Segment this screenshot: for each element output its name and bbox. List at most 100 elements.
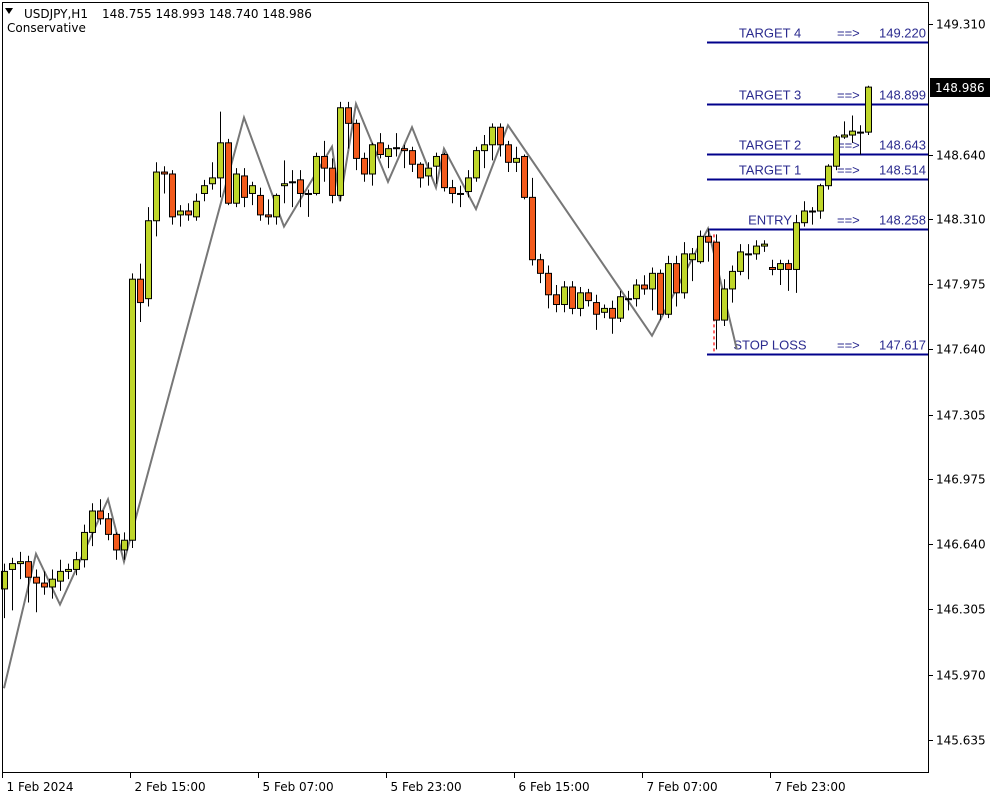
candle-body (817, 185, 824, 212)
candle (89, 503, 96, 547)
level-target-2: TARGET 2 ==> 148.643 (707, 138, 928, 156)
candle (161, 166, 168, 194)
candle-body (441, 154, 448, 189)
ohlc-readout: 148.755 148.993 148.740 148.986 (102, 7, 312, 21)
candle (169, 170, 176, 225)
level-arrow: ==> (837, 338, 860, 353)
candle-body (753, 245, 760, 255)
current-price-text: 148.986 (935, 81, 985, 95)
candle (113, 532, 120, 560)
candle (105, 512, 112, 541)
candle (289, 170, 296, 208)
candle (257, 187, 264, 221)
candle (441, 152, 448, 192)
candle-body (609, 307, 616, 319)
time-tick-label: 5 Feb 07:00 (263, 780, 334, 794)
candle-body (777, 263, 784, 270)
candle-body (345, 107, 352, 124)
candle-body (505, 144, 512, 163)
candle (145, 207, 152, 307)
candle-body (657, 272, 664, 315)
candle-body (721, 288, 728, 321)
price-axis[interactable]: 149.310 148.640 148.310 147.975 147.640 147.3… (928, 18, 986, 748)
candle (753, 240, 760, 260)
candle-body (673, 263, 680, 294)
candle-body (305, 192, 312, 195)
candle (833, 135, 840, 171)
candle (369, 142, 376, 186)
candle-body (225, 142, 232, 204)
candle-body (25, 561, 32, 578)
collapse-triangle-icon[interactable] (5, 8, 13, 14)
level-arrow: ==> (837, 88, 860, 103)
candle-body (849, 130, 856, 136)
candles-layer (1, 85, 872, 619)
candle-body (809, 210, 816, 213)
candle-body (625, 298, 632, 301)
candle-body (577, 292, 584, 309)
candle-body (649, 272, 656, 290)
price-tick-label: 149.310 (936, 18, 986, 32)
level-arrow: ==> (837, 138, 860, 153)
candle (473, 146, 480, 182)
candle (625, 290, 632, 311)
candle-body (185, 210, 192, 216)
candle-body (729, 270, 736, 290)
level-stop-loss: STOP LOSS ==> 147.617 (707, 338, 928, 356)
level-target-4: TARGET 4 ==> 149.220 (707, 26, 928, 44)
candle-body (545, 272, 552, 296)
candle-body (633, 284, 640, 300)
candle (617, 290, 624, 323)
candle-body (513, 157, 520, 163)
candle (657, 269, 664, 321)
candle-body (121, 539, 128, 551)
candle (209, 162, 216, 190)
candle-body (129, 278, 136, 541)
candle (849, 115, 856, 143)
candle (361, 152, 368, 182)
candle (73, 551, 80, 576)
candle (457, 185, 464, 208)
candle-body (705, 235, 712, 243)
candle-body (297, 179, 304, 194)
candle (545, 265, 552, 309)
candle-body (641, 284, 648, 290)
candle (97, 499, 104, 525)
current-price-label: 148.986 (930, 78, 990, 97)
candle (513, 146, 520, 173)
candle-body (785, 263, 792, 270)
candle-body (33, 576, 40, 584)
candle (641, 275, 648, 295)
candle-body (801, 210, 808, 224)
candle-body (617, 296, 624, 319)
candle (353, 119, 360, 171)
candle (649, 267, 656, 311)
time-tick-label: 5 Feb 23:00 (391, 780, 462, 794)
level-value: 149.220 (879, 26, 926, 41)
candle-body (57, 570, 64, 582)
candle-body (289, 181, 296, 184)
candle (609, 300, 616, 334)
candle (577, 286, 584, 317)
candle-body (689, 253, 696, 261)
candle (593, 294, 600, 330)
candle-body (193, 200, 200, 218)
candle (385, 144, 392, 169)
price-tick-label: 148.310 (936, 213, 986, 227)
time-tick-label: 2 Feb 15:00 (135, 780, 206, 794)
candle-body (561, 286, 568, 306)
time-tick-label: 7 Feb 07:00 (647, 780, 718, 794)
candle (233, 168, 240, 208)
candle (409, 146, 416, 173)
time-axis[interactable]: 1 Feb 2024 2 Feb 15:00 5 Feb 07:00 5 Feb 23… (2, 773, 846, 794)
candle (401, 144, 408, 169)
time-tick-label: 1 Feb 2024 (7, 780, 74, 794)
candle (417, 162, 424, 188)
candle (569, 281, 576, 315)
price-tick-label: 146.975 (936, 473, 986, 487)
candle-body (257, 194, 264, 216)
price-tick-label: 145.635 (936, 734, 986, 748)
level-name: TARGET 1 (739, 163, 801, 178)
